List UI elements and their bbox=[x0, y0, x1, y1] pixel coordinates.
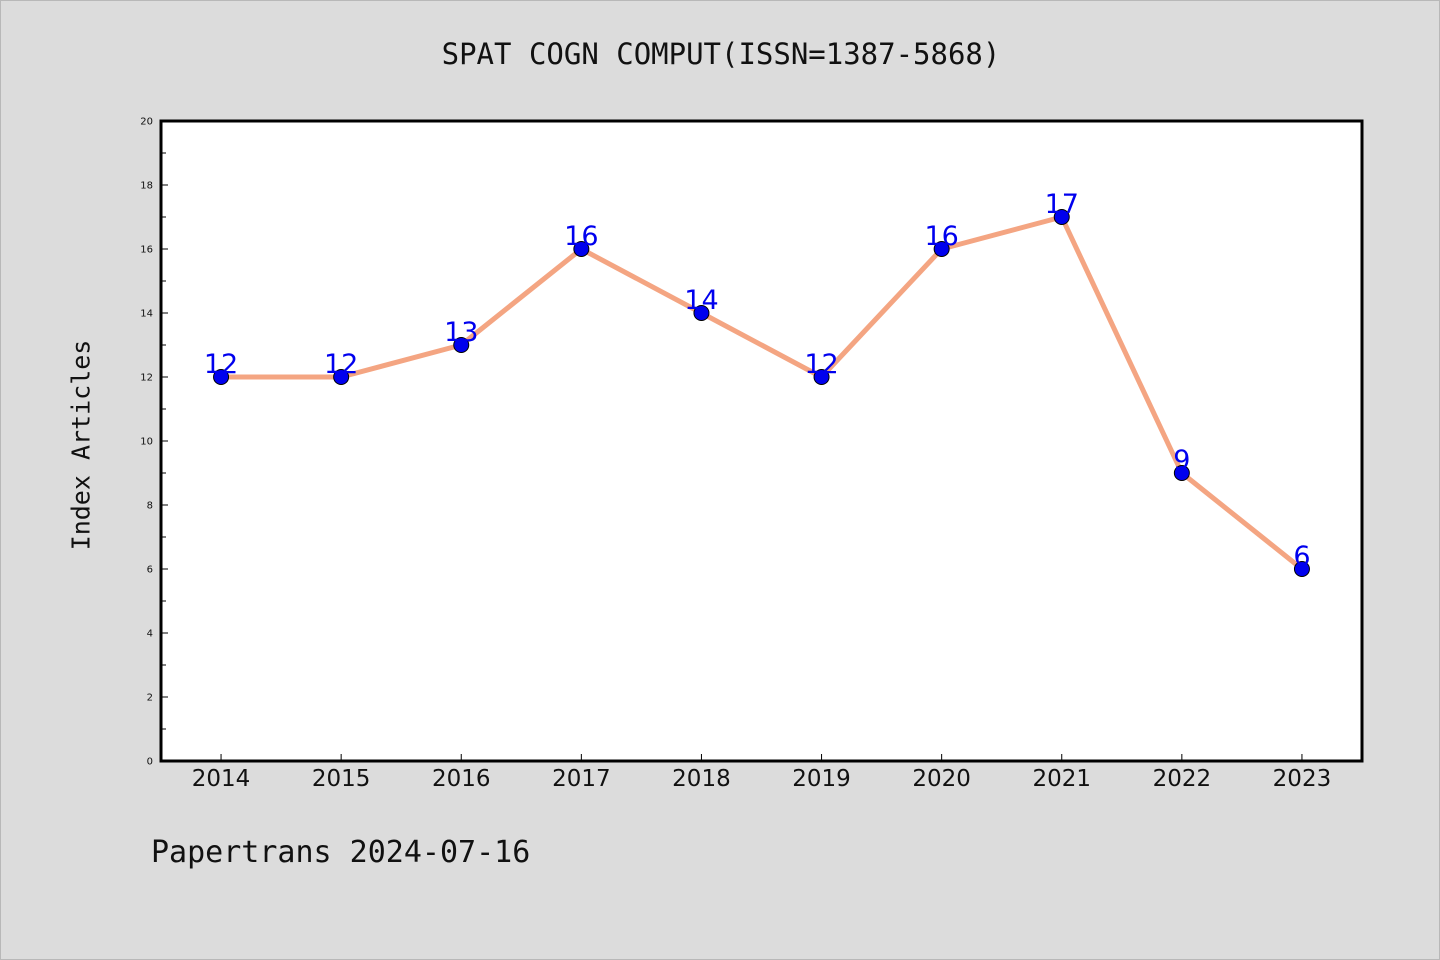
data-point bbox=[933, 241, 950, 257]
y-tick-label: 12 bbox=[140, 373, 153, 384]
x-tick-label: 2023 bbox=[1273, 766, 1332, 792]
data-point bbox=[1053, 209, 1070, 225]
x-tick-label: 2019 bbox=[792, 766, 851, 792]
data-label: 9 bbox=[1173, 445, 1190, 476]
y-tick-label: 16 bbox=[140, 245, 153, 256]
data-label: 13 bbox=[444, 317, 478, 348]
chart-title: SPAT COGN COMPUT(ISSN=1387-5868) bbox=[441, 37, 1001, 71]
y-tick-label: 18 bbox=[140, 181, 153, 192]
data-label: 12 bbox=[804, 349, 838, 380]
x-tick-label: 2016 bbox=[432, 766, 491, 792]
data-point bbox=[693, 305, 710, 321]
y-tick-label: 2 bbox=[147, 693, 153, 704]
data-point bbox=[573, 241, 590, 257]
series-line bbox=[218, 214, 1305, 572]
data-point bbox=[1173, 465, 1190, 481]
x-tick-label: 2015 bbox=[312, 766, 371, 792]
data-point bbox=[453, 337, 470, 353]
x-tick-label: 2014 bbox=[192, 766, 251, 792]
x-tick-label: 2018 bbox=[672, 766, 731, 792]
data-label: 14 bbox=[684, 285, 718, 316]
y-tick-label: 14 bbox=[140, 309, 153, 320]
y-tick-label: 6 bbox=[147, 565, 153, 576]
data-label: 6 bbox=[1293, 541, 1310, 572]
y-tick-label: 8 bbox=[147, 501, 153, 512]
y-tick-label: 0 bbox=[147, 757, 153, 768]
x-tick-label: 2020 bbox=[912, 766, 971, 792]
data-label: 16 bbox=[924, 221, 958, 252]
data-point bbox=[813, 369, 830, 385]
footer-credit: Papertrans 2024-07-16 bbox=[151, 835, 531, 870]
x-tick-label: 2017 bbox=[552, 766, 611, 792]
x-tick-label: 2022 bbox=[1153, 766, 1212, 792]
data-point bbox=[333, 369, 350, 385]
y-tick-label: 20 bbox=[140, 117, 153, 128]
data-label: 17 bbox=[1045, 189, 1079, 220]
y-tick-label: 4 bbox=[147, 629, 153, 640]
y-tick-label: 10 bbox=[140, 437, 153, 448]
x-tick-label: 2021 bbox=[1032, 766, 1091, 792]
data-label: 12 bbox=[324, 349, 358, 380]
plot-area bbox=[159, 119, 1364, 763]
data-point bbox=[1293, 561, 1310, 577]
data-label: 12 bbox=[204, 349, 238, 380]
data-point bbox=[213, 369, 230, 385]
data-label: 16 bbox=[564, 221, 598, 252]
